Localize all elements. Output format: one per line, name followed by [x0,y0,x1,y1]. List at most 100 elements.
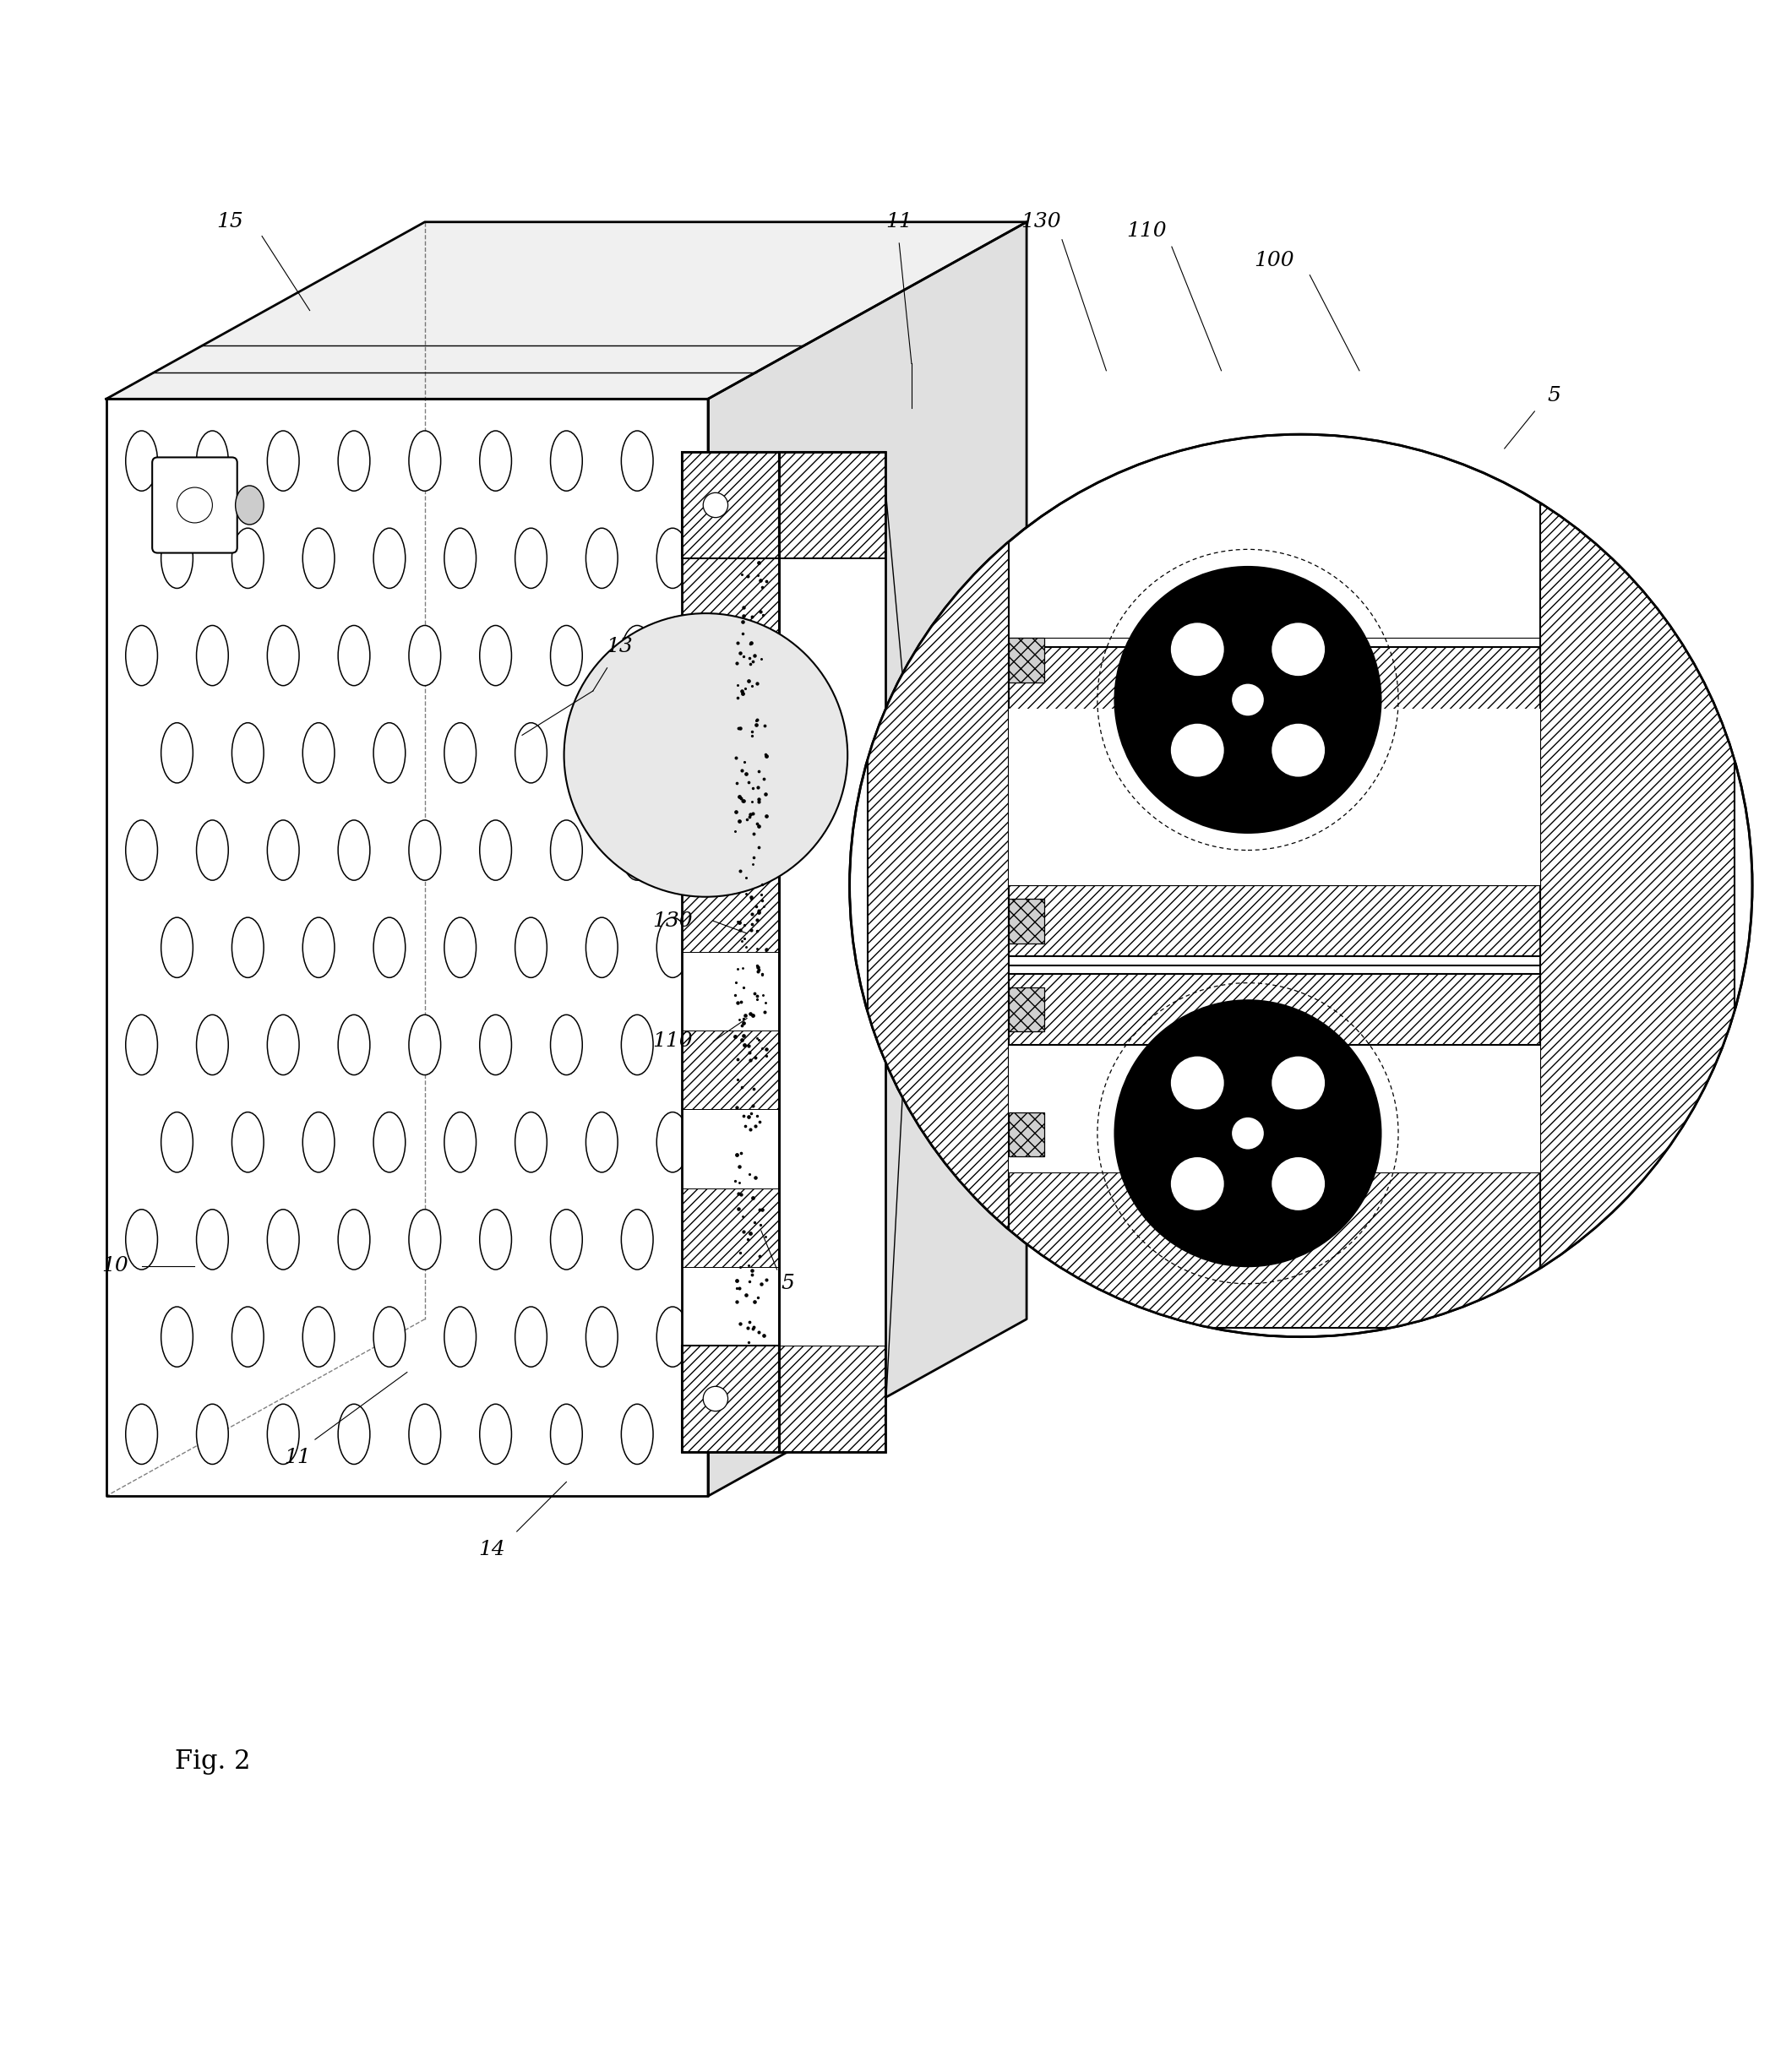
Ellipse shape [196,1210,228,1270]
Ellipse shape [338,1210,370,1270]
Bar [681,1109,779,1187]
Ellipse shape [621,1015,653,1075]
Ellipse shape [657,1113,689,1173]
Bar [779,1345,885,1452]
Ellipse shape [550,626,582,686]
Bar [779,452,885,1452]
Ellipse shape [232,1113,264,1173]
Ellipse shape [126,1405,158,1465]
Ellipse shape [196,1405,228,1465]
Ellipse shape [338,431,370,491]
Ellipse shape [550,1210,582,1270]
Text: 14: 14 [478,1539,506,1558]
Ellipse shape [550,431,582,491]
Bar [1009,899,1044,943]
Text: 110: 110 [1127,222,1166,240]
Bar [681,1345,779,1452]
Ellipse shape [126,1015,158,1075]
Circle shape [703,493,727,518]
Ellipse shape [444,528,476,588]
Bar [1009,1173,1540,1328]
Ellipse shape [232,1307,264,1368]
Text: 11: 11 [885,211,913,232]
Ellipse shape [409,431,441,491]
Ellipse shape [409,1015,441,1075]
Ellipse shape [373,528,405,588]
Ellipse shape [586,723,618,783]
Ellipse shape [621,821,653,881]
Ellipse shape [232,528,264,588]
Ellipse shape [515,1307,547,1368]
Ellipse shape [409,1210,441,1270]
Ellipse shape [480,1210,512,1270]
Circle shape [1172,1057,1225,1109]
Ellipse shape [373,723,405,783]
FancyBboxPatch shape [152,458,237,553]
Ellipse shape [338,1405,370,1465]
Circle shape [1232,684,1264,715]
Bar [1009,885,1540,957]
Ellipse shape [303,528,335,588]
Circle shape [1115,568,1381,833]
Ellipse shape [303,1113,335,1173]
Ellipse shape [444,1113,476,1173]
Text: 5: 5 [1547,385,1561,406]
Ellipse shape [267,626,299,686]
Ellipse shape [550,1405,582,1465]
Bar [779,452,885,557]
Bar [681,715,779,794]
Bar [681,951,779,1030]
Ellipse shape [338,1015,370,1075]
Ellipse shape [621,626,653,686]
Bar [1009,1113,1044,1156]
Ellipse shape [196,1015,228,1075]
Bar [681,452,779,557]
Bar [1009,1044,1540,1173]
Text: 110: 110 [653,1032,692,1051]
Ellipse shape [409,1405,441,1465]
Bar [681,1187,779,1266]
Circle shape [1172,723,1225,777]
Bar [1009,974,1540,1044]
Ellipse shape [267,1210,299,1270]
Circle shape [1271,723,1324,777]
Circle shape [1232,1117,1264,1150]
Ellipse shape [161,1307,193,1368]
Bar [779,557,885,1345]
Ellipse shape [480,1405,512,1465]
Ellipse shape [196,626,228,686]
Text: 130: 130 [653,912,692,930]
Ellipse shape [373,1307,405,1368]
Bar [1009,709,1540,885]
Circle shape [1172,624,1225,675]
Polygon shape [106,400,708,1496]
Text: 100: 100 [1255,251,1294,271]
Bar [681,794,779,872]
Ellipse shape [161,723,193,783]
Text: 5: 5 [781,1274,795,1293]
Ellipse shape [303,918,335,978]
Ellipse shape [161,1113,193,1173]
Ellipse shape [196,431,228,491]
Circle shape [565,613,848,897]
Ellipse shape [586,1113,618,1173]
Circle shape [850,435,1752,1336]
Ellipse shape [267,1015,299,1075]
Circle shape [1271,624,1324,675]
Ellipse shape [126,431,158,491]
Ellipse shape [657,528,689,588]
Ellipse shape [232,723,264,783]
Ellipse shape [657,1307,689,1368]
Ellipse shape [126,821,158,881]
Ellipse shape [409,626,441,686]
Circle shape [177,487,212,522]
Ellipse shape [126,1210,158,1270]
Ellipse shape [480,626,512,686]
Ellipse shape [444,918,476,978]
Bar [1009,988,1044,1032]
Bar [681,636,779,715]
Ellipse shape [657,918,689,978]
Circle shape [1271,1057,1324,1109]
Ellipse shape [550,1015,582,1075]
Ellipse shape [657,723,689,783]
